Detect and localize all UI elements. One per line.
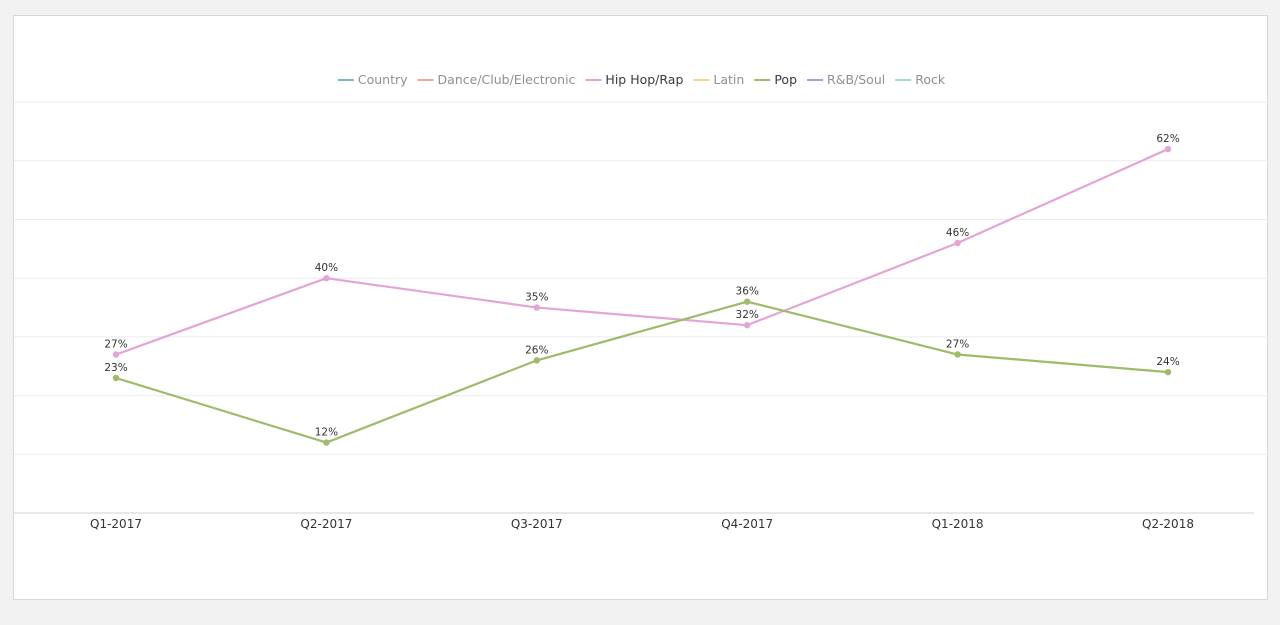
data-point[interactable] [323, 439, 330, 446]
data-point[interactable] [744, 321, 751, 329]
data-point[interactable] [533, 357, 540, 364]
legend-item[interactable]: Dance/Club/Electronic [417, 72, 576, 87]
legend-label: Pop [774, 72, 797, 87]
legend-label: Rock [915, 72, 946, 87]
legend-item[interactable]: Latin [693, 72, 744, 87]
legend-label: R&B/Soul [827, 72, 885, 87]
data-point[interactable] [533, 304, 540, 311]
legend-item[interactable]: Country [337, 72, 408, 87]
data-label: 26% [525, 344, 548, 356]
chart-card: Q1-2017 Q2-2017 Q3-2017 Q4-2017 Q1-2018 Q2-20… [13, 15, 1269, 600]
x-tick-label: Q3-2017 [511, 517, 563, 531]
data-label: 27% [104, 339, 127, 351]
data-label: 24% [1156, 356, 1179, 368]
x-tick-label: Q1-2017 [90, 517, 142, 531]
legend-item[interactable]: Hip Hop/Rap [585, 72, 683, 87]
data-point[interactable] [954, 239, 961, 247]
legend-item[interactable]: Pop [754, 72, 797, 87]
data-label: 32% [736, 309, 759, 321]
data-label: 23% [104, 362, 127, 374]
data-point[interactable] [954, 351, 961, 358]
x-tick-label: Q4-2017 [721, 517, 773, 531]
data-point[interactable] [112, 351, 120, 358]
line-chart: Q1-2017 Q2-2017 Q3-2017 Q4-2017 Q1-2018 Q2-20… [14, 72, 1269, 531]
data-label: 40% [315, 262, 338, 274]
data-point[interactable] [1164, 368, 1172, 376]
data-label: 35% [525, 292, 548, 304]
data-point[interactable] [744, 298, 751, 305]
data-label: 62% [1156, 133, 1179, 145]
legend-label: Country [358, 72, 408, 87]
x-tick-label: Q2-2017 [300, 517, 352, 531]
series-line [115, 300, 1169, 444]
legend-item[interactable]: R&B/Soul [807, 72, 885, 87]
x-tick-label: Q1-2018 [932, 517, 984, 531]
legend-item[interactable]: Rock [895, 72, 946, 87]
legend-label: Hip Hop/Rap [605, 72, 683, 87]
x-tick-label: Q2-2018 [1142, 517, 1194, 531]
data-label: 46% [946, 227, 969, 239]
data-point[interactable] [1164, 145, 1172, 153]
data-label: 27% [946, 339, 969, 351]
legend-label: Latin [713, 72, 744, 87]
data-label: 12% [315, 427, 338, 439]
data-point[interactable] [112, 374, 120, 382]
data-label: 36% [736, 286, 759, 298]
data-point[interactable] [323, 275, 330, 282]
legend-label: Dance/Club/Electronic [438, 72, 576, 87]
series-line [115, 148, 1169, 356]
